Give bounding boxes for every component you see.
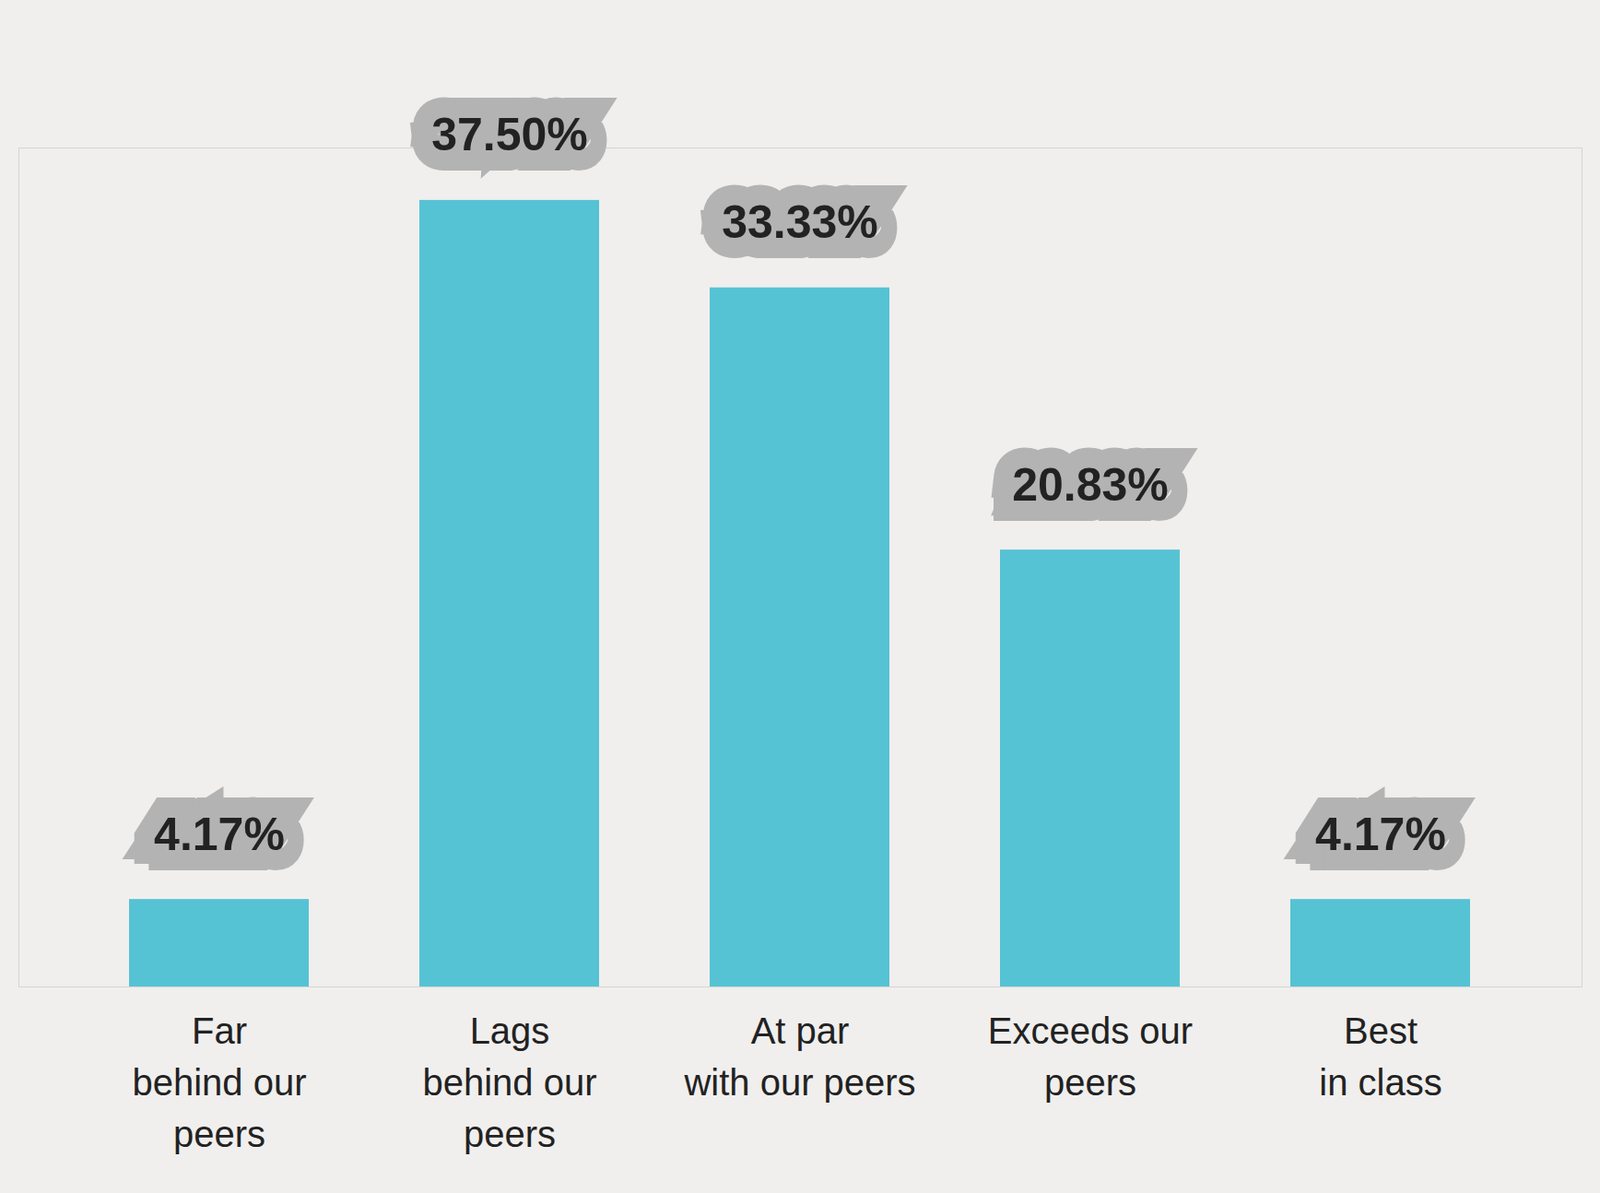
svg-text:4.17%: 4.17% bbox=[153, 808, 285, 860]
svg-text:Exceeds ourpeers: Exceeds ourpeers bbox=[988, 1010, 1193, 1103]
svg-text:37.50%: 37.50% bbox=[431, 108, 589, 161]
svg-text:20.83%: 20.83% bbox=[1011, 458, 1169, 511]
svg-text:At parwith our peers: At parwith our peers bbox=[682, 1010, 916, 1103]
svg-text:Bestin class: Bestin class bbox=[1318, 1010, 1442, 1103]
svg-text:Farbehind ourpeers: Farbehind ourpeers bbox=[131, 1010, 306, 1154]
svg-text:Lagsbehind ourpeers: Lagsbehind ourpeers bbox=[422, 1010, 597, 1154]
svg-text:4.17%: 4.17% bbox=[1315, 808, 1447, 860]
svg-text:33.33%: 33.33% bbox=[721, 196, 879, 248]
